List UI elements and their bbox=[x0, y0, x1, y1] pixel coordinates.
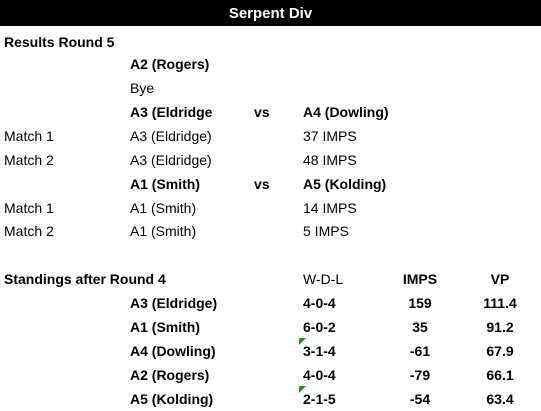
column-header-wdl: W-D-L bbox=[303, 271, 344, 287]
matchup-1-home: A3 (Eldridge bbox=[130, 104, 213, 120]
matchup-1-vs: vs bbox=[254, 104, 270, 120]
matchup-2-home: A1 (Smith) bbox=[130, 176, 200, 192]
standings-team: A5 (Kolding) bbox=[130, 391, 214, 407]
match-score: 14 IMPS bbox=[303, 200, 357, 216]
bye-team: A2 (Rogers) bbox=[130, 56, 210, 72]
standings-wdl: 2-1-5 bbox=[303, 391, 336, 407]
match-label: Match 2 bbox=[4, 152, 54, 168]
match-team: A1 (Smith) bbox=[130, 223, 197, 239]
standings-imps: -54 bbox=[409, 391, 431, 407]
standings-vp: 67.9 bbox=[486, 343, 514, 359]
standings-wdl: 4-0-4 bbox=[303, 295, 336, 311]
results-heading: Results Round 5 bbox=[4, 34, 115, 50]
standings-wdl: 4-0-4 bbox=[303, 367, 336, 383]
standings-wdl: 3-1-4 bbox=[303, 343, 336, 359]
match-team: A3 (Eldridge) bbox=[130, 128, 212, 144]
standings-imps: 159 bbox=[408, 295, 432, 311]
standings-vp: 91.2 bbox=[486, 319, 514, 335]
match-team: A1 (Smith) bbox=[130, 200, 197, 216]
standings-team: A3 (Eldridge) bbox=[130, 295, 218, 311]
standings-vp: 66.1 bbox=[486, 367, 514, 383]
column-header-imps: IMPS bbox=[402, 271, 438, 287]
match-score: 37 IMPS bbox=[303, 128, 357, 144]
match-label: Match 2 bbox=[4, 223, 54, 239]
standings-imps: -79 bbox=[409, 367, 431, 383]
bye-label: Bye bbox=[130, 80, 155, 96]
standings-team: A2 (Rogers) bbox=[130, 367, 210, 383]
standings-wdl: 6-0-2 bbox=[303, 319, 336, 335]
standings-team: A4 (Dowling) bbox=[130, 343, 216, 359]
match-label: Match 1 bbox=[4, 200, 54, 216]
standings-imps: 35 bbox=[412, 319, 428, 335]
matchup-2-vs: vs bbox=[254, 176, 270, 192]
matchup-2-away: A5 (Kolding) bbox=[303, 176, 387, 192]
standings-heading: Standings after Round 4 bbox=[4, 271, 166, 287]
column-header-vp: VP bbox=[490, 271, 510, 287]
match-team: A3 (Eldridge) bbox=[130, 152, 212, 168]
standings-vp: 111.4 bbox=[483, 295, 517, 311]
division-title-banner: Serpent Div bbox=[0, 0, 541, 26]
match-label: Match 1 bbox=[4, 128, 54, 144]
standings-imps: -61 bbox=[409, 343, 431, 359]
standings-team: A1 (Smith) bbox=[130, 319, 200, 335]
match-score: 5 IMPS bbox=[303, 223, 349, 239]
matchup-1-away: A4 (Dowling) bbox=[303, 104, 389, 120]
division-title: Serpent Div bbox=[228, 4, 313, 22]
cell-comment-marker-icon[interactable] bbox=[299, 386, 306, 393]
match-score: 48 IMPS bbox=[303, 152, 357, 168]
standings-vp: 63.4 bbox=[486, 391, 514, 407]
cell-comment-marker-icon[interactable] bbox=[299, 338, 306, 345]
